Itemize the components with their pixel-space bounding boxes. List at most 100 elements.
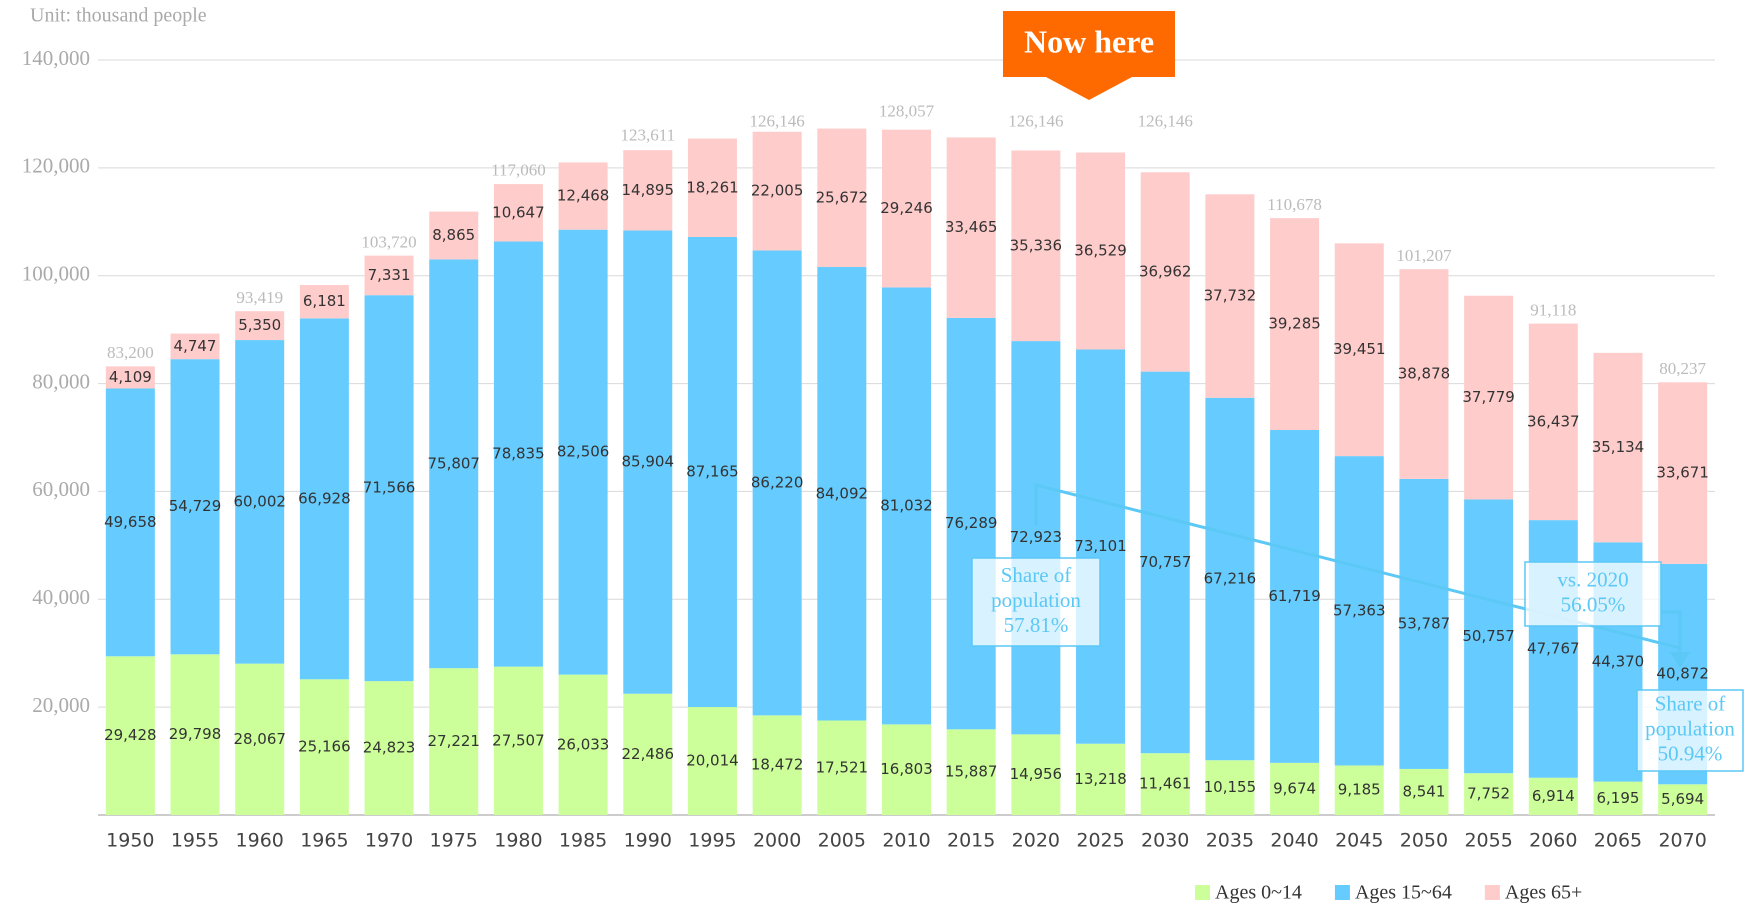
data-label: 35,134: [1592, 438, 1645, 456]
data-label: 82,506: [557, 443, 610, 461]
bar-segment: [1464, 295, 1514, 500]
total-label: 93,419: [236, 288, 283, 307]
data-label: 24,823: [363, 739, 416, 757]
data-label: 12,468: [557, 187, 610, 205]
x-tick-label: 1950: [106, 830, 154, 852]
x-tick-label: 2005: [818, 830, 866, 852]
data-label: 4,109: [109, 368, 152, 386]
bar-segment: [1334, 243, 1384, 457]
total-label: 126,146: [1008, 112, 1063, 131]
data-label: 84,092: [816, 484, 869, 502]
data-label: 9,674: [1273, 779, 1316, 797]
bar-segment: [235, 311, 285, 341]
data-label: 86,220: [751, 473, 804, 491]
legend-label: Ages 15~64: [1355, 882, 1452, 904]
data-label: 25,166: [298, 738, 351, 756]
x-tick-label: 2070: [1658, 830, 1706, 852]
share-2020-text: Share of: [1001, 563, 1072, 587]
data-label: 29,246: [880, 199, 933, 217]
data-label: 44,370: [1592, 652, 1645, 670]
legend-swatch: [1484, 885, 1500, 900]
data-label: 4,747: [174, 337, 217, 355]
bar-segment: [946, 729, 996, 815]
x-tick-label: 2045: [1335, 830, 1383, 852]
bar-segment: [429, 668, 479, 815]
vs-2020-text: 56.05%: [1561, 592, 1626, 616]
data-label: 38,878: [1398, 365, 1451, 383]
x-tick-label: 1980: [494, 830, 542, 852]
bar-segment: [170, 333, 220, 360]
total-label: 117,060: [491, 161, 546, 180]
data-label: 53,787: [1398, 614, 1451, 632]
bar-segment: [1658, 382, 1708, 564]
y-tick-label: 60,000: [32, 477, 90, 501]
y-tick-label: 80,000: [32, 369, 90, 393]
bar-segment: [299, 285, 349, 319]
total-label: 110,678: [1267, 195, 1322, 214]
x-tick-label: 2065: [1594, 830, 1642, 852]
bar-segment: [105, 656, 155, 815]
data-label: 66,928: [298, 489, 351, 507]
bar-segment: [558, 229, 608, 675]
data-label: 33,671: [1656, 464, 1709, 482]
bar-segment: [493, 241, 543, 667]
bar-segment: [1011, 150, 1061, 342]
bar-segment: [1334, 456, 1384, 766]
data-label: 6,195: [1597, 789, 1640, 807]
bar-segment: [946, 317, 996, 730]
total-label: 80,237: [1659, 359, 1706, 378]
total-label: 103,720: [361, 233, 416, 252]
data-label: 27,507: [492, 731, 545, 749]
data-label: 78,835: [492, 445, 545, 463]
bar-segment: [623, 150, 673, 231]
x-tick-label: 2035: [1206, 830, 1254, 852]
bar-segment: [882, 287, 931, 725]
callout-line: [1034, 483, 1681, 650]
data-label: 72,923: [1010, 528, 1063, 546]
bar-segment: [1334, 765, 1384, 815]
data-label: 61,719: [1268, 587, 1321, 605]
data-label: 70,757: [1139, 553, 1192, 571]
bar-segment: [817, 720, 867, 815]
share-2020-box: [971, 557, 1101, 647]
now-here-arrow: [1046, 77, 1132, 100]
data-label: 76,289: [945, 514, 998, 532]
data-label: 18,472: [751, 756, 804, 774]
data-label: 17,521: [816, 758, 869, 776]
bar-segment: [687, 236, 737, 708]
bar-segment: [170, 654, 220, 815]
bar-segment: [623, 693, 673, 815]
share-2020-text: 57.81%: [1004, 613, 1069, 637]
data-label: 26,033: [557, 735, 610, 753]
legend-label: Ages 65+: [1505, 882, 1582, 904]
bar-segment: [882, 129, 931, 288]
data-label: 87,165: [686, 463, 739, 481]
data-label: 36,529: [1074, 241, 1127, 259]
bar-segment: [105, 388, 155, 657]
data-label: 75,807: [427, 454, 480, 472]
data-label: 39,451: [1333, 340, 1386, 358]
y-tick-label: 40,000: [32, 585, 90, 609]
bar-segment: [1140, 371, 1190, 754]
y-tick-label: 120,000: [22, 154, 90, 178]
total-label: 91,118: [1530, 301, 1576, 320]
data-label: 5,350: [238, 316, 281, 334]
data-label: 28,067: [233, 730, 286, 748]
bar-segment: [558, 162, 608, 230]
bar-segment: [946, 137, 996, 318]
x-tick-label: 2050: [1400, 830, 1448, 852]
x-tick-label: 2060: [1529, 830, 1577, 852]
data-label: 16,803: [880, 760, 933, 778]
bar-segment: [1270, 218, 1320, 430]
bar-segment: [752, 715, 802, 815]
bar-segment: [1140, 172, 1190, 372]
data-label: 67,216: [1204, 569, 1257, 587]
bar-segment: [493, 666, 543, 815]
data-label: 36,437: [1527, 412, 1580, 430]
share-2070-box: [1636, 689, 1744, 772]
y-tick-label: 100,000: [22, 262, 90, 286]
bar-segment: [1593, 781, 1643, 815]
bar-segment: [299, 318, 349, 680]
data-label: 37,779: [1462, 388, 1515, 406]
share-2070-text: 50.94%: [1658, 741, 1723, 765]
